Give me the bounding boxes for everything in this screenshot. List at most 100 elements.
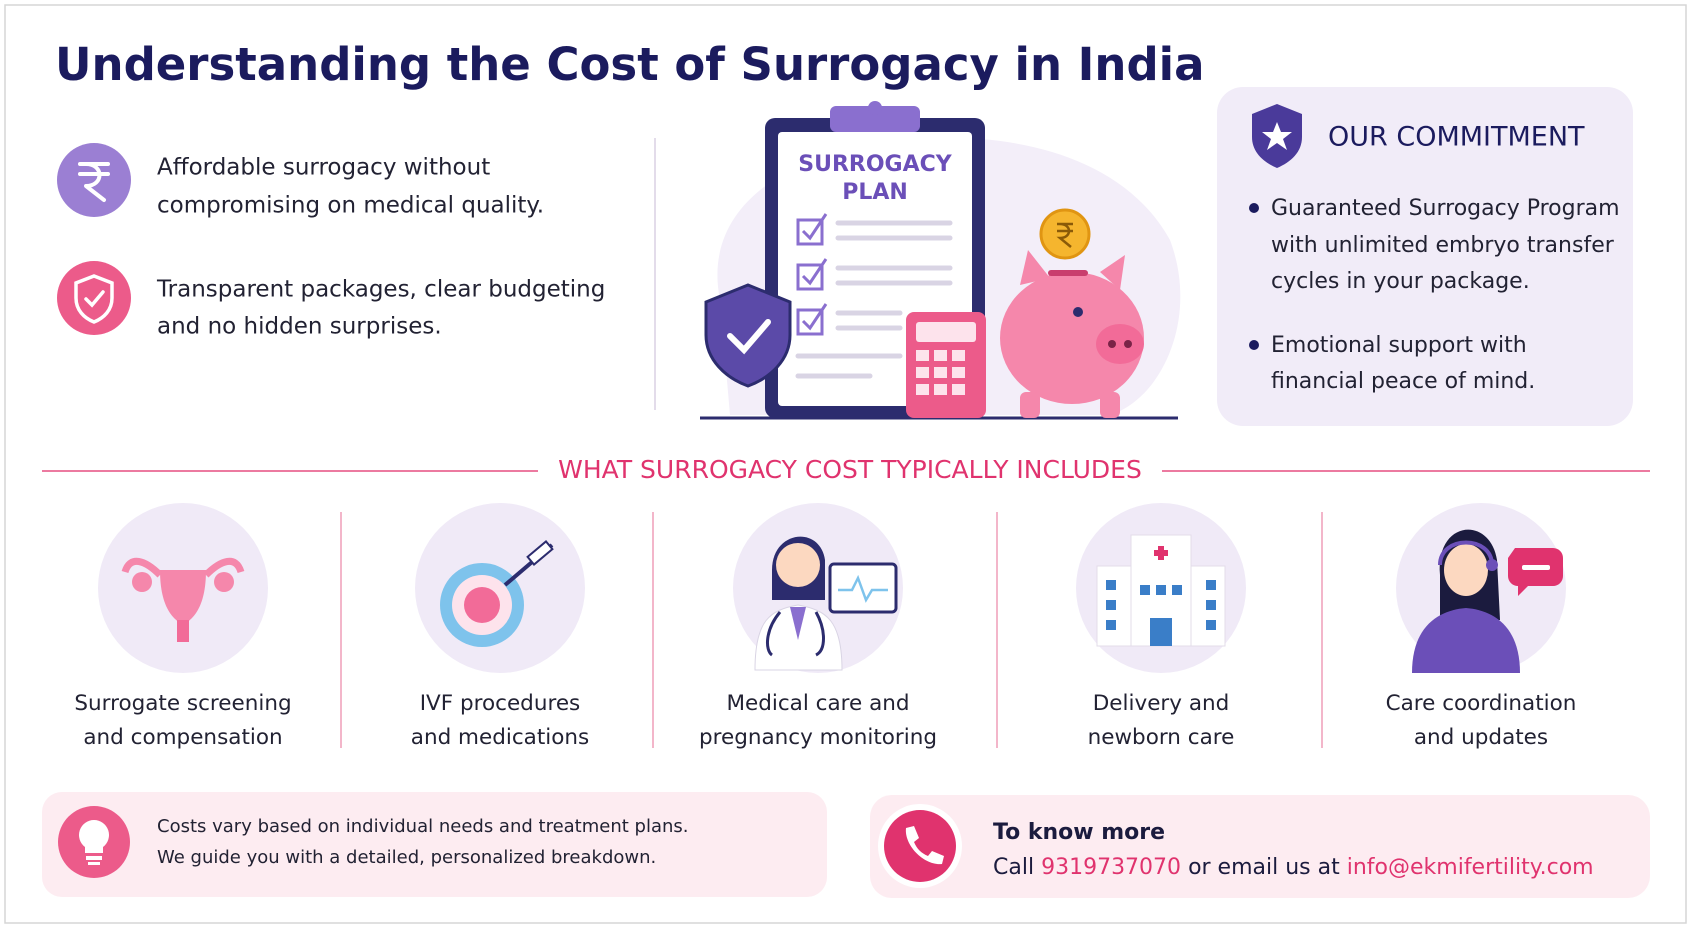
decoration xyxy=(1000,272,1144,404)
item-icons xyxy=(98,503,1566,673)
decoration xyxy=(1096,324,1144,364)
decoration xyxy=(121,558,245,578)
decoration xyxy=(1124,340,1132,348)
commitment-text: Emotional support with xyxy=(1271,333,1527,358)
decoration xyxy=(177,620,189,642)
decoration xyxy=(1156,585,1166,595)
decoration xyxy=(86,856,102,860)
decoration xyxy=(905,826,944,865)
item-label: Medical care and xyxy=(726,691,909,716)
decoration xyxy=(1106,620,1116,630)
decoration xyxy=(796,218,824,246)
decoration xyxy=(1140,585,1150,595)
decoration xyxy=(952,350,965,361)
decoration xyxy=(1508,548,1563,596)
section-heading: WHAT SURROGACY COST TYPICALLY INCLUDES xyxy=(558,455,1142,484)
feature-text: Transparent packages, clear budgeting xyxy=(156,277,605,303)
decoration xyxy=(916,322,976,342)
decoration xyxy=(934,350,947,361)
contact-text: Call xyxy=(993,855,1034,880)
decoration xyxy=(1172,585,1182,595)
decoration xyxy=(1438,540,1494,566)
decoration xyxy=(88,862,100,865)
decoration xyxy=(214,572,234,592)
decoration xyxy=(160,570,206,625)
decoration xyxy=(57,261,131,335)
item-label: Surrogate screening xyxy=(74,691,291,716)
contact-line: Call 9319737070 or email us at info@ekmi… xyxy=(993,855,1594,880)
decoration xyxy=(57,143,131,217)
decoration xyxy=(1249,203,1259,213)
commitment-title: OUR COMMITMENT xyxy=(1328,122,1585,153)
decoration xyxy=(916,350,965,395)
decoration xyxy=(934,367,947,378)
decoration xyxy=(132,572,152,592)
item-label: and medications xyxy=(411,725,589,750)
decoration xyxy=(78,820,110,853)
decoration xyxy=(952,367,965,378)
clipboard-text: SURROGACY xyxy=(798,152,953,177)
bullet-dots xyxy=(1249,203,1259,350)
commitment-text: cycles in your package. xyxy=(1271,269,1530,294)
decoration xyxy=(801,213,828,241)
decoration xyxy=(884,810,956,882)
decoration xyxy=(952,384,965,395)
decoration xyxy=(1048,270,1088,276)
decoration xyxy=(830,106,920,132)
decoration xyxy=(796,263,824,291)
note-icon xyxy=(58,806,130,878)
item-label: IVF procedures xyxy=(420,691,581,716)
decoration xyxy=(1073,307,1083,317)
contact-icon xyxy=(878,804,962,888)
decoration xyxy=(74,274,114,324)
feature-text: Affordable surrogacy without xyxy=(157,155,490,181)
decoration xyxy=(1206,620,1216,630)
feature-icon xyxy=(57,143,131,217)
decoration xyxy=(838,574,888,603)
contact-panel xyxy=(870,795,1650,898)
item-label: and updates xyxy=(1414,725,1548,750)
feature-text: compromising on medical quality. xyxy=(157,193,544,219)
decoration xyxy=(1020,392,1040,418)
decoration xyxy=(1039,208,1091,260)
item-label: pregnancy monitoring xyxy=(699,725,937,750)
decoration xyxy=(526,540,554,566)
commitment-text: Guaranteed Surrogacy Program xyxy=(1271,196,1620,221)
decoration xyxy=(1020,250,1125,290)
decoration xyxy=(916,350,929,361)
decoration xyxy=(1106,600,1116,610)
decoration xyxy=(796,308,824,336)
clipboard-text: PLAN xyxy=(842,180,908,205)
decoration xyxy=(790,607,806,640)
decoration xyxy=(916,367,929,378)
decoration xyxy=(1262,122,1292,150)
item-label: and compensation xyxy=(83,725,282,750)
decoration xyxy=(78,162,110,202)
decoration xyxy=(1106,580,1116,590)
item-dividers xyxy=(340,512,1323,748)
decoration xyxy=(84,290,105,308)
illustration xyxy=(700,101,1181,420)
decoration xyxy=(934,384,947,395)
decoration xyxy=(1206,580,1216,590)
decoration xyxy=(464,587,500,623)
decoration xyxy=(1056,222,1073,248)
contact-heading: To know more xyxy=(993,820,1165,845)
decoration xyxy=(916,384,929,395)
note-text: Costs vary based on individual needs and… xyxy=(157,816,689,837)
decoration xyxy=(1412,608,1520,673)
decoration xyxy=(1486,559,1498,571)
phone-link[interactable]: 9319737070 xyxy=(1041,855,1181,880)
decoration xyxy=(801,303,828,331)
note-panel xyxy=(42,792,827,897)
note-text: We guide you with a detailed, personaliz… xyxy=(157,847,656,868)
decoration xyxy=(727,319,771,355)
contact-text: or email us at xyxy=(1188,855,1340,880)
decoration xyxy=(766,611,825,657)
title: Understanding the Cost of Surrogacy in I… xyxy=(55,38,1204,91)
commitment-text: with unlimited embryo transfer xyxy=(1271,233,1615,258)
email-link[interactable]: info@ekmifertility.com xyxy=(1347,855,1594,880)
decoration xyxy=(1150,618,1172,646)
decoration xyxy=(795,220,953,379)
